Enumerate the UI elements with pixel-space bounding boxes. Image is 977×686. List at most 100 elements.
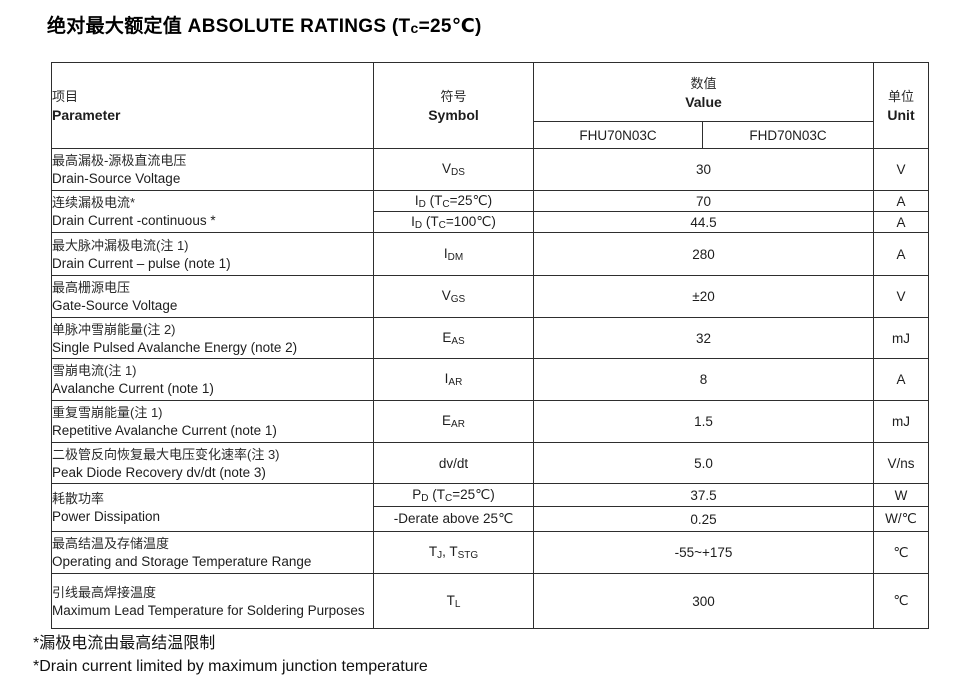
model-name: FHD70N03C <box>749 127 827 143</box>
param-zh: 最高结温及存储温度 <box>52 536 170 551</box>
table-row: 二极管反向恢复最大电压变化速率(注 3) Peak Diode Recovery… <box>51 442 929 484</box>
unit-header-zh: 单位 <box>887 89 914 104</box>
unit-cell: V <box>873 275 929 318</box>
symbol-text: I <box>414 192 419 208</box>
param-en: Gate-Source Voltage <box>52 298 178 313</box>
param-zh: 耗散功率 <box>52 491 105 506</box>
symbol-text: -Derate above 25℃ <box>393 511 514 526</box>
symbol-subscript: AR <box>448 377 463 388</box>
symbol-cell: IAR <box>373 358 534 401</box>
symbol-subscript: AS <box>451 335 465 347</box>
unit-text: mJ <box>892 330 910 346</box>
symbol-subscript: STG <box>457 550 479 561</box>
table-row: ID (TC=100℃) 44.5 A <box>52 211 929 233</box>
value-text: 300 <box>692 593 715 609</box>
section-title-cond: =25℃) <box>418 16 482 37</box>
absolute-ratings-table: 项目 Parameter 符号 Symbol 数值 Value 单位 Unit … <box>51 62 929 629</box>
symbol-condition: (T <box>425 192 443 208</box>
symbol-subscript: AR <box>451 419 465 430</box>
value-text: 8 <box>699 372 708 387</box>
model-name: FHU70N03C <box>579 127 657 143</box>
symbol-subscript: DS <box>451 167 465 178</box>
param-zh: 最高漏极-源极直流电压 <box>52 153 187 168</box>
value-cell: ±20 <box>533 275 874 318</box>
symbol-text: dv/dt <box>438 455 469 471</box>
footnote-en: *Drain current limited by maximum juncti… <box>33 658 428 675</box>
param-cell: 最高结温及存储温度 Operating and Storage Temperat… <box>51 531 374 574</box>
unit-cell: V/ns <box>873 442 929 484</box>
param-cell: 最大脉冲漏极电流(注 1) Drain Current – pulse (not… <box>51 232 374 276</box>
unit-text: A <box>896 372 906 387</box>
unit-cell: W/℃ <box>873 506 929 532</box>
param-en: Drain Current – pulse (note 1) <box>52 255 231 271</box>
table-row: 重复雪崩能量(注 1) Repetitive Avalanche Current… <box>51 400 929 443</box>
unit-text: V/ns <box>887 455 915 471</box>
model-row: FHU70N03C FHD70N03C <box>52 121 929 149</box>
unit-text: mJ <box>892 414 910 429</box>
symbol-cell: TL <box>373 573 534 629</box>
param-header-cell: 项目 Parameter <box>51 62 374 149</box>
table-row: 雪崩电流(注 1) Avalanche Current (note 1) IAR… <box>51 358 929 401</box>
param-en: Operating and Storage Temperature Range <box>52 554 312 569</box>
value-text: 32 <box>695 330 712 346</box>
unit-cell: mJ <box>873 400 929 443</box>
symbol-header-cell: 符号 Symbol <box>373 62 534 149</box>
value-text: 30 <box>695 162 712 177</box>
symbol-text: I <box>443 245 448 261</box>
table-row: 最高栅源电压 Gate-Source Voltage VGS ±20 V <box>51 275 929 318</box>
unit-text: ℃ <box>893 544 909 560</box>
value-cell: 1.5 <box>533 400 874 443</box>
unit-text: ℃ <box>893 593 909 608</box>
unit-text: V <box>896 162 906 177</box>
symbol-subscript: J <box>437 550 443 561</box>
unit-cell: ℃ <box>873 531 929 574</box>
param-zh: 二极管反向恢复最大电压变化速率(注 3) <box>52 446 280 462</box>
value-cell: 32 <box>533 317 874 359</box>
param-cell: 耗散功率 Power Dissipation <box>51 483 374 532</box>
param-zh: 引线最高焊接温度 <box>52 584 157 600</box>
section-title-text: 绝对最大额定值 ABSOLUTE RATINGS (T <box>47 16 411 37</box>
value-text: 70 <box>695 193 712 209</box>
value-cell: 0.25 <box>533 506 874 532</box>
value-cell: 300 <box>533 573 874 629</box>
param-cell: 二极管反向恢复最大电压变化速率(注 3) Peak Diode Recovery… <box>51 442 374 484</box>
param-cell: 引线最高焊接温度 Maximum Lead Temperature for So… <box>51 573 374 629</box>
value-header-zh: 数值 <box>690 75 717 91</box>
symbol-header-en: Symbol <box>428 107 479 123</box>
param-en: Drain-Source Voltage <box>52 171 181 186</box>
table-row: 引线最高焊接温度 Maximum Lead Temperature for So… <box>51 573 929 629</box>
value-text: 0.25 <box>690 511 717 527</box>
symbol-subscript: L <box>454 598 461 610</box>
table-row: 最高结温及存储温度 Operating and Storage Temperat… <box>51 531 929 574</box>
symbol-cell: EAR <box>373 400 534 443</box>
symbol-text: E <box>442 413 452 428</box>
symbol-subscript: D <box>414 219 423 231</box>
param-zh: 最大脉冲漏极电流(注 1) <box>52 237 189 253</box>
value-cell: -55~+175 <box>533 531 874 574</box>
symbol-text: I <box>411 213 415 229</box>
footnote-zh: *漏极电流由最高结温限制 <box>33 635 216 652</box>
param-cell: 最高栅源电压 Gate-Source Voltage <box>51 275 374 318</box>
symbol-text: T <box>428 544 438 559</box>
unit-cell: A <box>873 211 929 233</box>
header-row: 项目 Parameter 符号 Symbol 数值 Value 单位 Unit <box>51 62 929 149</box>
unit-text: A <box>896 214 906 230</box>
param-zh: 雪崩电流(注 1) <box>52 363 137 378</box>
model-name-cell: FHD70N03C <box>702 121 874 149</box>
table-row: 最大脉冲漏极电流(注 1) Drain Current – pulse (not… <box>51 232 929 276</box>
unit-cell: W <box>873 483 929 507</box>
symbol-text: , T <box>442 544 458 559</box>
unit-cell: V <box>873 148 929 191</box>
unit-cell: A <box>873 190 929 212</box>
value-text: 1.5 <box>694 414 713 429</box>
table-row: 最高漏极-源极直流电压 Drain-Source Voltage VDS 30 … <box>51 148 929 191</box>
value-cell: 44.5 <box>533 211 874 233</box>
symbol-subscript: C <box>438 219 446 231</box>
param-en: Avalanche Current (note 1) <box>52 381 214 396</box>
symbol-condition: (T <box>428 486 445 502</box>
symbol-condition: =25℃) <box>452 486 495 502</box>
symbol-cell: dv/dt <box>373 442 534 484</box>
unit-text: A <box>896 193 906 209</box>
symbol-cell: PD (TC=25℃) <box>373 483 534 507</box>
symbol-text: I <box>444 371 449 386</box>
